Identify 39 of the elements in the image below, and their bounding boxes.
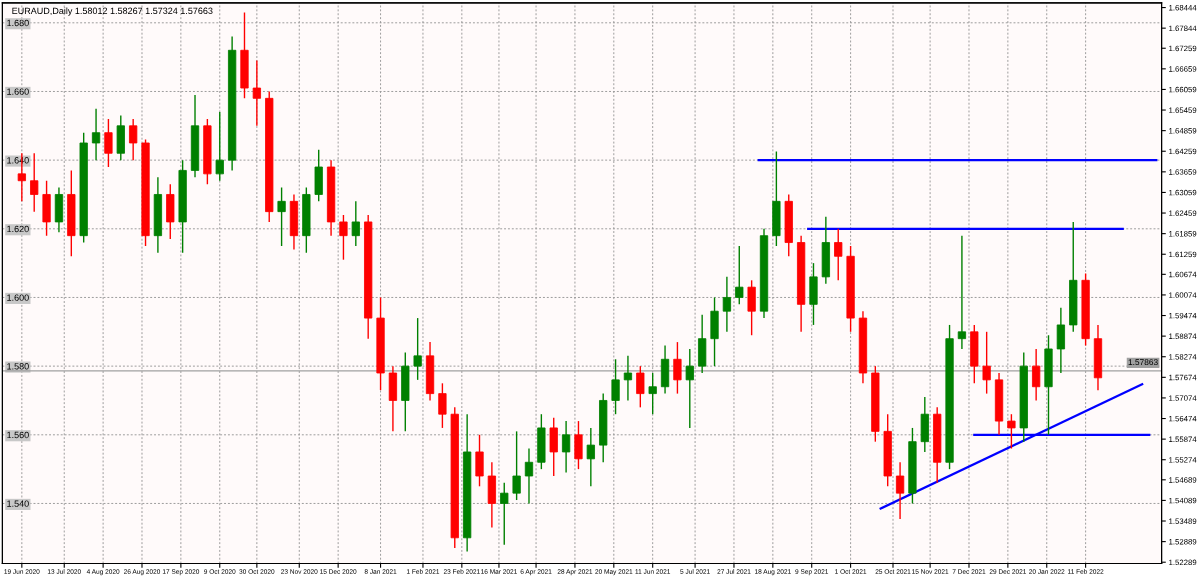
candlestick — [982, 331, 991, 395]
candlestick — [524, 447, 534, 505]
ref-line-label: 1.57863 — [1128, 359, 1158, 366]
y-tick-label: 1.560 — [7, 431, 29, 439]
candlestick — [500, 482, 509, 546]
candlestick — [215, 111, 224, 182]
y-tick-label: 1.580 — [7, 363, 29, 370]
candlestick — [636, 365, 645, 409]
candlestick — [957, 234, 967, 350]
candlestick — [722, 276, 732, 333]
y-tick-label: 1.660 — [7, 88, 29, 95]
candlestick — [895, 461, 905, 520]
y-tick-label: 1.620 — [7, 225, 29, 233]
y-tick-label: 1.600 — [7, 294, 29, 301]
candlestick — [252, 59, 261, 127]
y-tick-label: 1.540 — [7, 500, 29, 507]
candlestick — [623, 355, 633, 402]
candlestick — [834, 228, 843, 281]
candlestick — [30, 152, 39, 213]
candlestick — [91, 107, 101, 161]
candlestick — [735, 245, 744, 306]
candlestick — [1007, 413, 1016, 450]
candlestick — [129, 118, 138, 161]
candlestick — [339, 214, 348, 261]
candlestick — [413, 317, 422, 381]
candlestick — [104, 118, 113, 168]
candlestick — [351, 200, 360, 247]
candlestick — [673, 341, 682, 395]
candlestick — [561, 420, 571, 474]
candlestick — [512, 430, 521, 501]
candlestick — [1032, 348, 1041, 402]
candlestick — [438, 382, 447, 429]
candlestick — [685, 348, 694, 429]
y-tick-label: 1.680 — [7, 19, 29, 27]
candlestick — [277, 186, 286, 247]
candlestick — [586, 427, 595, 487]
candlestick — [648, 372, 657, 415]
chart-title: EURAUD,Daily 1.58012 1.58267 1.57324 1.57663 — [12, 7, 213, 16]
candlestick — [611, 358, 620, 415]
